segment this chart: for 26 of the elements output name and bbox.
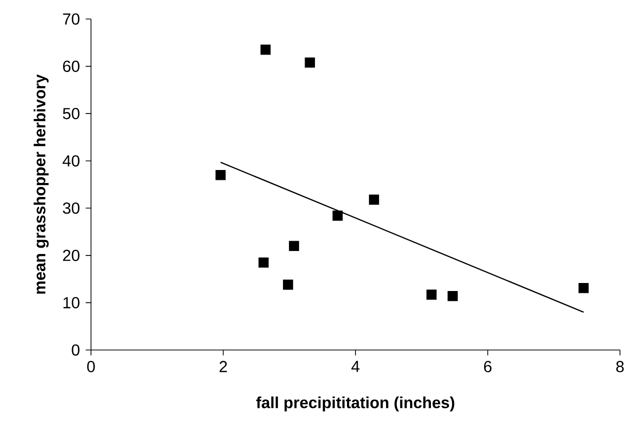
y-tick-label: 0 <box>72 344 80 356</box>
point <box>260 44 271 55</box>
x-tick-label: 4 <box>351 360 360 372</box>
y-tick-label: 30 <box>62 202 80 214</box>
point <box>332 210 343 221</box>
y-tick-label: 40 <box>62 155 80 167</box>
point <box>258 257 269 268</box>
y-tick-label: 20 <box>63 250 80 262</box>
x-tick-label: 6 <box>484 360 492 372</box>
point <box>448 291 458 302</box>
x-tick-label: 2 <box>220 360 227 372</box>
point <box>282 280 294 290</box>
y-tick-label: 50 <box>62 108 80 120</box>
point <box>578 282 589 294</box>
x-axis-title: fall precipititation (inches) <box>256 396 454 412</box>
x-tick-label: 0 <box>87 360 95 372</box>
y-tick-label: 10 <box>63 297 80 308</box>
point <box>304 57 315 68</box>
point <box>288 240 300 252</box>
point <box>216 170 226 180</box>
x-tick-label: 8 <box>616 360 624 372</box>
point <box>368 194 380 205</box>
y-axis-title: mean grasshopper herbivory <box>34 74 49 294</box>
point <box>426 290 437 300</box>
y-tick-label: 70 <box>63 13 80 25</box>
y-tick-label: 60 <box>63 60 80 72</box>
